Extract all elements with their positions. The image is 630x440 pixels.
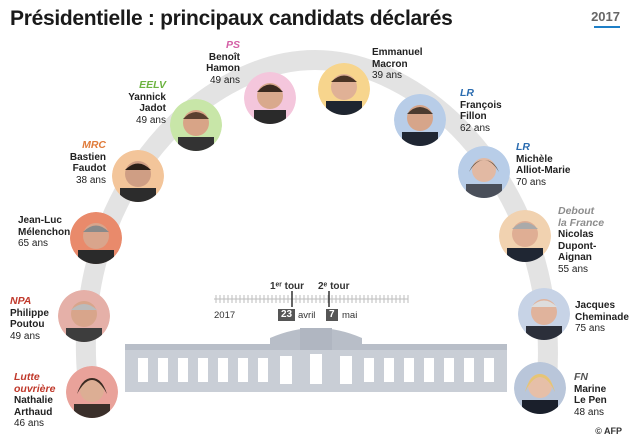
last-name: Arthaud (14, 406, 53, 418)
logo-text: 2017 (591, 9, 620, 24)
faudot-portrait-icon (112, 150, 164, 202)
age: 49 ans (209, 74, 240, 86)
le-pen-portrait-icon (514, 362, 566, 414)
age: 38 ans (75, 174, 106, 186)
last-name: Hamon (206, 63, 240, 74)
round2-day: 7 (326, 309, 338, 321)
first-name: Marine (574, 383, 607, 395)
age: 55 ans (558, 263, 589, 275)
arthaud-portrait-icon (66, 366, 118, 418)
label-jadot: EELV Yannick Jadot 49 ans (120, 79, 166, 126)
party-lo-line1: Lutte (14, 371, 40, 383)
label-hamon: PS Benoît Hamon 49 ans (196, 39, 240, 86)
label-alliot-marie: LR Michèle Alliot-Marie 70 ans (516, 141, 586, 188)
age: 49 ans (10, 330, 41, 342)
age: 49 ans (135, 114, 166, 126)
photo-alliot-marie (458, 146, 510, 198)
page-title: Présidentielle : principaux candidats dé… (10, 7, 453, 30)
photo-melenchon (70, 212, 122, 264)
age: 48 ans (574, 406, 605, 418)
hamon-portrait-icon (244, 72, 296, 124)
last-name: Faudot (72, 163, 106, 174)
afp-credit: © AFP (595, 426, 622, 436)
label-poutou: NPA Philippe Poutou 49 ans (10, 295, 60, 342)
first-name: Yannick (128, 91, 166, 103)
photo-arthaud (66, 366, 118, 418)
label-melenchon: Jean-Luc Mélenchon 65 ans (18, 215, 71, 250)
last-name: Mélenchon (18, 226, 71, 238)
first-name: François (460, 99, 502, 111)
fillon-portrait-icon (394, 94, 446, 146)
cheminade-portrait-icon (518, 288, 570, 340)
year-label: 2017 (214, 310, 236, 321)
first-name: Nathalie (14, 395, 53, 406)
last-name: Poutou (10, 319, 45, 330)
photo-jadot (170, 99, 222, 151)
jadot-portrait-icon (170, 99, 222, 151)
last-name: Fillon (460, 111, 487, 122)
photo-hamon (244, 72, 296, 124)
label-cheminade: Jacques Cheminade 75 ans (575, 300, 629, 335)
age: 62 ans (460, 122, 491, 134)
logo-underline (594, 26, 620, 28)
photo-cheminade (518, 288, 570, 340)
round1-day: 23 (278, 309, 296, 321)
dupont-aignan-portrait-icon (499, 210, 551, 262)
label-dupont-aignan: Debout la France Nicolas Dupont-Aignan 5… (558, 205, 628, 275)
first-name: Philippe (10, 307, 49, 319)
label-macron: Emmanuel Macron 39 ans (372, 47, 432, 82)
photo-dupont-aignan (499, 210, 551, 262)
poutou-portrait-icon (58, 290, 110, 342)
photo-poutou (58, 290, 110, 342)
party-eelv: EELV (139, 79, 166, 91)
first-name: Michèle (516, 153, 553, 165)
last-name: Jadot (139, 103, 166, 114)
label-faudot: MRC Bastien Faudot 38 ans (60, 139, 106, 186)
party-dlf-line2: la France (558, 216, 605, 229)
photo-le-pen (514, 362, 566, 414)
round1-month: avril (298, 310, 316, 321)
round1-label: 1ᵉʳ tour (270, 281, 305, 292)
party-lo-line2: ouvrière (14, 382, 56, 395)
first-name: Benoît (208, 51, 240, 63)
alliot-marie-portrait-icon (458, 146, 510, 198)
first-name: Jean-Luc (18, 215, 62, 226)
age: 46 ans (14, 418, 45, 429)
photo-fillon (394, 94, 446, 146)
photo-faudot (112, 150, 164, 202)
age: 70 ans (516, 176, 547, 188)
age: 75 ans (575, 323, 606, 334)
last-name: Dupont-Aignan (558, 240, 597, 264)
first-name: Bastien (69, 151, 106, 163)
last-name: Cheminade (575, 311, 629, 323)
label-arthaud: Lutte ouvrière Nathalie Arthaud 46 ans (14, 371, 66, 430)
election-timeline: 1ᵉʳ tour 2ᵉ tour 2017 23 avril 7 mai (212, 281, 412, 325)
timeline-ruler (214, 291, 409, 307)
last-name: Le Pen (574, 395, 607, 406)
party-fn: FN (574, 371, 588, 383)
first-name: Emmanuel (372, 47, 423, 58)
party-ps: PS (225, 39, 240, 51)
last-name: Alliot-Marie (516, 165, 571, 176)
first-name: Nicolas (558, 229, 594, 240)
age: 39 ans (372, 70, 403, 81)
party-lr: LR (516, 141, 530, 153)
palace-windows (138, 354, 494, 384)
party-dlf-line1: Debout (558, 205, 595, 217)
party-npa: NPA (10, 295, 32, 307)
party-mrc: MRC (82, 139, 106, 151)
round2-label: 2ᵉ tour (318, 281, 350, 292)
first-name: Jacques (575, 300, 616, 311)
melenchon-portrait-icon (70, 212, 122, 264)
party-lr: LR (460, 87, 474, 99)
macron-portrait-icon (318, 63, 370, 115)
label-fillon: LR François Fillon 62 ans (460, 87, 510, 134)
label-le-pen: FN Marine Le Pen 48 ans (574, 371, 624, 418)
photo-macron (318, 63, 370, 115)
round2-month: mai (342, 310, 358, 321)
election-2017-logo: 2017 (584, 9, 620, 28)
last-name: Macron (372, 58, 408, 70)
age: 65 ans (18, 238, 49, 249)
